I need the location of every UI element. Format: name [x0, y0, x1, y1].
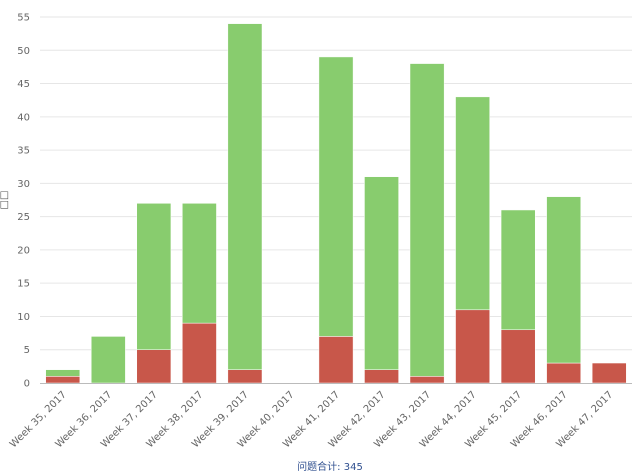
bar-segment: [409, 376, 445, 384]
bar-segment: [45, 369, 81, 377]
total-value: 345: [343, 462, 363, 473]
y-tick-label: 30: [17, 179, 30, 190]
y-tick-label: 15: [17, 279, 30, 290]
y-tick-label: 25: [17, 212, 30, 223]
bar-segment: [90, 336, 126, 384]
y-tick-label: 35: [17, 146, 30, 157]
y-tick-label: 10: [17, 312, 30, 323]
y-tick-label: 5: [24, 345, 30, 356]
bar-segment: [455, 96, 490, 311]
total-summary: 问题合计: 345: [0, 458, 640, 473]
bar-segment: [45, 376, 81, 384]
bar-segment: [546, 362, 582, 384]
bar-segment: [182, 203, 217, 324]
bar-segment: [227, 369, 263, 384]
y-tick-label: 55: [17, 13, 30, 24]
bar-segment: [364, 176, 399, 370]
y-tick-label: 45: [17, 79, 30, 90]
bar-segment: [227, 23, 263, 370]
bar-segment: [500, 329, 536, 384]
bar-segment: [591, 362, 627, 384]
bar-segment: [136, 203, 172, 350]
y-tick-label: 40: [17, 112, 30, 123]
bar-segment: [318, 56, 354, 337]
bar-segment: [136, 349, 172, 384]
bar-segment: [409, 63, 445, 377]
bar-segment: [182, 322, 217, 384]
y-tick-label: 20: [17, 245, 30, 256]
bar-segment: [500, 209, 536, 331]
bars: [45, 23, 627, 384]
bar-segment: [364, 369, 399, 384]
total-label: 问题合计:: [297, 462, 341, 473]
y-axis-ticks: 0 5 10 15 20 25 30 35 40 45 50 55: [17, 13, 30, 390]
y-axis-label: □□: [0, 191, 10, 210]
bar-segment: [318, 336, 354, 384]
bar-segment: [546, 196, 582, 364]
y-tick-label: 0: [24, 379, 30, 390]
bar-segment: [455, 309, 490, 384]
y-tick-label: 50: [17, 46, 30, 57]
